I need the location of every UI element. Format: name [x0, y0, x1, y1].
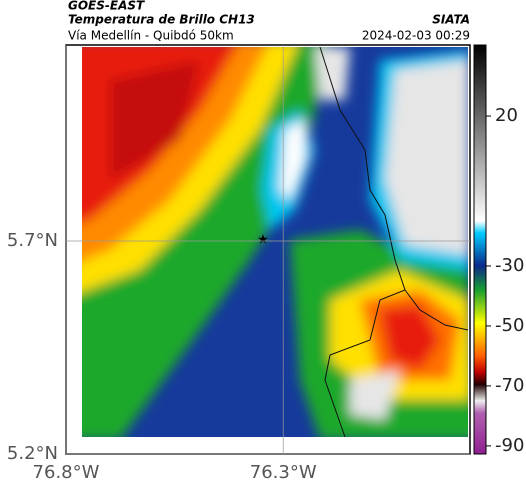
star-marker: ★ — [257, 233, 269, 248]
satellite-image — [82, 47, 468, 437]
x-tick-label: 76.8°W — [33, 462, 100, 483]
colorbar-tick-label: -30 — [495, 255, 524, 276]
y-tick-label: 5.2°N — [7, 443, 58, 464]
colorbar-tick-label: -50 — [495, 315, 524, 336]
x-tick-label: 76.3°W — [250, 462, 317, 483]
brand: SIATA — [432, 13, 470, 27]
title: Temperatura de Brillo CH13 — [68, 13, 255, 27]
source: GOES-EAST — [68, 0, 145, 13]
colorbar-tick-label: 20 — [495, 105, 518, 126]
subtitle: Vía Medellín - Quibdó 50km — [68, 29, 234, 43]
y-tick-label: 5.7°N — [7, 230, 58, 251]
datetime: 2024-02-03 00:29 — [362, 29, 470, 43]
colorbar — [473, 44, 487, 455]
colorbar-tick-label: -70 — [495, 375, 524, 396]
colorbar-tick-label: -90 — [495, 435, 524, 456]
